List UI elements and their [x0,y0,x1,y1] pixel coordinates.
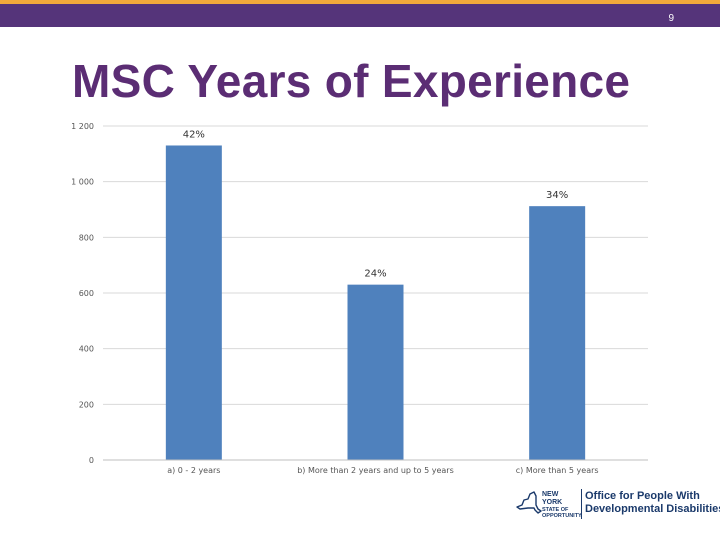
bar [529,206,586,460]
logo-state-line2: STATE OF OPPORTUNITY [542,507,582,519]
bar [347,284,404,460]
y-tick-label: 200 [79,400,94,409]
data-label: 24% [364,269,386,280]
y-tick-label: 800 [79,233,94,242]
x-tick-label: a) 0 - 2 years [167,466,220,475]
y-tick-label: 0 [89,456,94,465]
slide-number: 9 [668,13,674,24]
y-tick-label: 400 [79,345,94,354]
logo-state-line1: NEW YORK [542,491,563,506]
logo-agency-name: Office for People With Developmental Dis… [585,490,720,516]
y-tick-label: 600 [79,289,94,298]
new-york-state-outline-icon [516,491,542,514]
opwdd-logo: NEW YORK STATE OF OPPORTUNITY Office for… [514,488,720,522]
logo-line2: Developmental Disabilities [585,503,720,515]
y-tick-label: 1 000 [71,178,94,187]
data-label: 34% [546,190,568,201]
x-tick-label: b) More than 2 years and up to 5 years [297,466,454,475]
bar [165,145,222,460]
header-bar: 9 [0,0,720,27]
slide-title: MSC Years of Experience [72,55,631,107]
logo-divider [581,489,582,519]
x-tick-label: c) More than 5 years [516,466,599,475]
logo-state-text: NEW YORK STATE OF OPPORTUNITY [542,491,582,519]
data-label: 42% [183,129,205,140]
y-tick-label: 1 200 [71,122,94,131]
logo-line1: Office for People With [585,490,700,502]
